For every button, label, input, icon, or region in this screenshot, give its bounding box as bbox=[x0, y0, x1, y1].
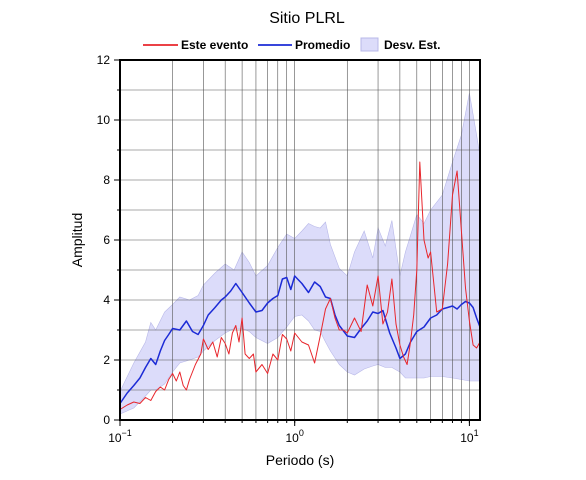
event-line bbox=[119, 161, 481, 410]
y-tick-label: 2 bbox=[103, 353, 110, 367]
std-band-layer bbox=[119, 92, 481, 415]
x-axis-title: Periodo (s) bbox=[266, 452, 334, 468]
x-tick-exponent: 0 bbox=[299, 428, 304, 438]
y-tick-label: 8 bbox=[103, 173, 110, 187]
y-tick-label: 12 bbox=[97, 53, 111, 67]
chart-title: Sitio PLRL bbox=[269, 10, 345, 27]
x-tick-exponent: −1 bbox=[122, 428, 132, 438]
x-tick-exponent: 1 bbox=[474, 428, 479, 438]
x-tick-label: 101 bbox=[460, 428, 478, 445]
series-layer bbox=[119, 161, 481, 410]
legend-mean-label: Promedio bbox=[295, 38, 350, 52]
legend: Este evento Promedio Desv. Est. bbox=[143, 37, 440, 52]
y-axis-title: Amplitud bbox=[69, 213, 85, 267]
legend-event-label: Este evento bbox=[181, 38, 248, 52]
x-tick-label: 10−1 bbox=[108, 428, 132, 445]
y-tick-label: 6 bbox=[103, 233, 110, 247]
mean-line bbox=[119, 275, 481, 404]
y-tick-label: 0 bbox=[103, 413, 110, 427]
std-band bbox=[119, 92, 481, 415]
legend-std-label: Desv. Est. bbox=[384, 38, 440, 52]
y-tick-label: 10 bbox=[97, 113, 111, 127]
y-tick-label: 4 bbox=[103, 293, 110, 307]
x-tick-label: 100 bbox=[286, 428, 304, 445]
legend-std-swatch bbox=[360, 37, 379, 52]
